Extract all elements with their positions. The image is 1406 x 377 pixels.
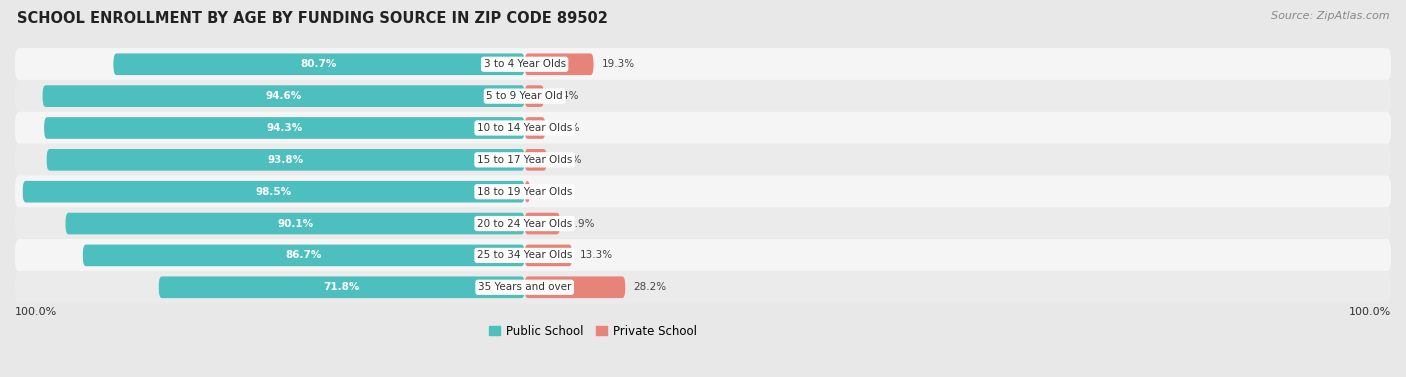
Text: 80.7%: 80.7% [301,59,337,69]
Text: 10 to 14 Year Olds: 10 to 14 Year Olds [477,123,572,133]
FancyBboxPatch shape [15,207,1391,240]
FancyBboxPatch shape [66,213,524,234]
Text: 5 to 9 Year Old: 5 to 9 Year Old [486,91,562,101]
FancyBboxPatch shape [15,239,1391,272]
Text: 86.7%: 86.7% [285,250,322,261]
Text: Source: ZipAtlas.com: Source: ZipAtlas.com [1271,11,1389,21]
Text: 19.3%: 19.3% [602,59,634,69]
Text: 93.8%: 93.8% [267,155,304,165]
Text: 35 Years and over: 35 Years and over [478,282,571,292]
FancyBboxPatch shape [46,149,524,171]
FancyBboxPatch shape [524,181,530,202]
Text: 28.2%: 28.2% [633,282,666,292]
Text: SCHOOL ENROLLMENT BY AGE BY FUNDING SOURCE IN ZIP CODE 89502: SCHOOL ENROLLMENT BY AGE BY FUNDING SOUR… [17,11,607,26]
FancyBboxPatch shape [524,276,626,298]
Text: 100.0%: 100.0% [1348,307,1391,317]
Text: 90.1%: 90.1% [277,219,314,228]
Text: 3 to 4 Year Olds: 3 to 4 Year Olds [484,59,565,69]
Text: 13.3%: 13.3% [581,250,613,261]
FancyBboxPatch shape [42,85,524,107]
FancyBboxPatch shape [15,48,1391,81]
Text: 94.6%: 94.6% [266,91,302,101]
Text: 18 to 19 Year Olds: 18 to 19 Year Olds [477,187,572,197]
FancyBboxPatch shape [524,54,593,75]
Text: 5.8%: 5.8% [554,123,581,133]
FancyBboxPatch shape [524,117,546,139]
FancyBboxPatch shape [159,276,524,298]
FancyBboxPatch shape [15,271,1391,303]
Text: 15 to 17 Year Olds: 15 to 17 Year Olds [477,155,572,165]
FancyBboxPatch shape [15,112,1391,144]
FancyBboxPatch shape [15,80,1391,112]
FancyBboxPatch shape [114,54,524,75]
Text: 71.8%: 71.8% [323,282,360,292]
Text: 9.9%: 9.9% [568,219,595,228]
Legend: Public School, Private School: Public School, Private School [484,320,702,342]
FancyBboxPatch shape [22,181,524,202]
FancyBboxPatch shape [15,175,1391,208]
Text: 5.4%: 5.4% [553,91,578,101]
Text: 94.3%: 94.3% [266,123,302,133]
Text: 6.2%: 6.2% [555,155,582,165]
FancyBboxPatch shape [524,85,544,107]
FancyBboxPatch shape [524,245,572,266]
Text: 20 to 24 Year Olds: 20 to 24 Year Olds [477,219,572,228]
Text: 98.5%: 98.5% [256,187,292,197]
FancyBboxPatch shape [44,117,524,139]
FancyBboxPatch shape [524,213,560,234]
Text: 100.0%: 100.0% [15,307,58,317]
FancyBboxPatch shape [524,149,547,171]
Text: 1.5%: 1.5% [538,187,565,197]
FancyBboxPatch shape [15,144,1391,176]
FancyBboxPatch shape [83,245,524,266]
Text: 25 to 34 Year Olds: 25 to 34 Year Olds [477,250,572,261]
